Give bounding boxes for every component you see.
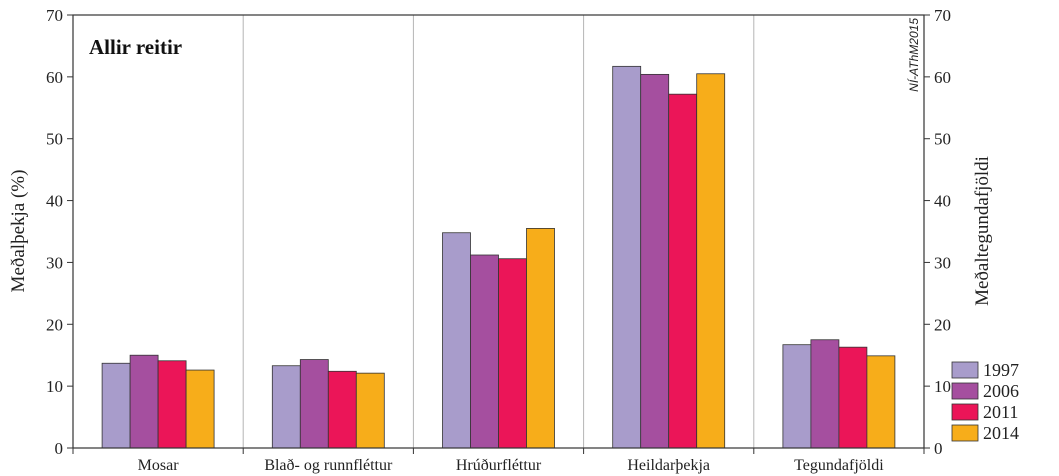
- grid-lines: [242, 15, 755, 448]
- legend-label-2014: 2014: [983, 423, 1019, 443]
- legend-swatch-2014: [951, 424, 979, 442]
- bar-2006-4: [810, 339, 840, 449]
- y-tick-label-left: 60: [46, 68, 63, 87]
- y-tick-label-right: 0: [934, 439, 943, 458]
- bar-2014-4: [866, 355, 896, 449]
- x-category-label: Tegundafjöldi: [794, 457, 884, 474]
- bar-1997-3: [612, 65, 642, 449]
- y-tick-label-left: 10: [46, 377, 63, 396]
- bar-2006-0: [129, 354, 159, 449]
- plot-frame: [72, 14, 925, 449]
- x-category-label: Hrúðurfléttur: [456, 457, 542, 474]
- bars: [101, 65, 896, 449]
- y-tick-label-left: 50: [46, 130, 63, 149]
- y-tick-label-left: 20: [46, 315, 63, 334]
- bar-2011-0: [157, 360, 187, 449]
- legend-swatch-1997: [951, 361, 979, 379]
- bar-2011-2: [498, 258, 527, 449]
- bar-1997-0: [101, 362, 131, 449]
- y-tick-label-right: 20: [934, 315, 951, 334]
- y-tick-label-left: 30: [46, 253, 63, 272]
- legend-swatch-2011: [951, 403, 979, 421]
- left-y-axis: 0 10 20 30 40 50 60 70: [46, 6, 73, 458]
- bar-1997-2: [442, 232, 471, 449]
- bar-2006-1: [299, 359, 329, 449]
- y-tick-label-right: 50: [934, 130, 951, 149]
- bar-2014-0: [185, 369, 215, 449]
- legend-swatch-2006: [951, 382, 979, 400]
- x-category-label: Blað- og runnfléttur: [264, 457, 393, 474]
- y-tick-label-right: 40: [934, 192, 951, 211]
- bar-2006-2: [470, 254, 499, 449]
- bar-2011-1: [327, 370, 357, 449]
- bar-2011-3: [668, 93, 698, 449]
- y-axis-title-left: Meðalþekja (%): [8, 170, 29, 293]
- bar-2014-1: [355, 372, 385, 449]
- bar-2011-4: [838, 346, 868, 449]
- y-tick-label-right: 70: [934, 6, 951, 25]
- legend-label-2011: 2011: [983, 402, 1018, 422]
- bar-2014-2: [526, 228, 555, 449]
- x-category-label: Mosar: [138, 457, 180, 474]
- y-tick-label-right: 10: [934, 377, 951, 396]
- y-tick-label-left: 40: [46, 192, 63, 211]
- y-axis-title-right: Meðaltegundafjöldi: [972, 156, 993, 306]
- right-y-axis: 0 10 20 30 40 50 60 70: [924, 6, 951, 458]
- watermark-label: NÍ-AThM2015: [906, 18, 921, 92]
- x-category-label: Heildarþekja: [627, 457, 710, 474]
- legend-label-1997: 1997: [983, 360, 1019, 380]
- bar-1997-1: [271, 365, 301, 449]
- x-axis: Mosar Blað- og runnfléttur Hrúðurfléttur He…: [72, 448, 925, 474]
- y-tick-label-right: 30: [934, 253, 951, 272]
- legend-label-2006: 2006: [983, 381, 1019, 401]
- bar-1997-4: [782, 344, 812, 449]
- panel-title: Allir reitir: [89, 35, 182, 59]
- y-tick-label-right: 60: [934, 68, 951, 87]
- y-tick-label-left: 70: [46, 6, 63, 25]
- bar-2014-3: [696, 73, 726, 449]
- y-tick-label-left: 0: [55, 439, 64, 458]
- bar-2006-3: [640, 73, 670, 449]
